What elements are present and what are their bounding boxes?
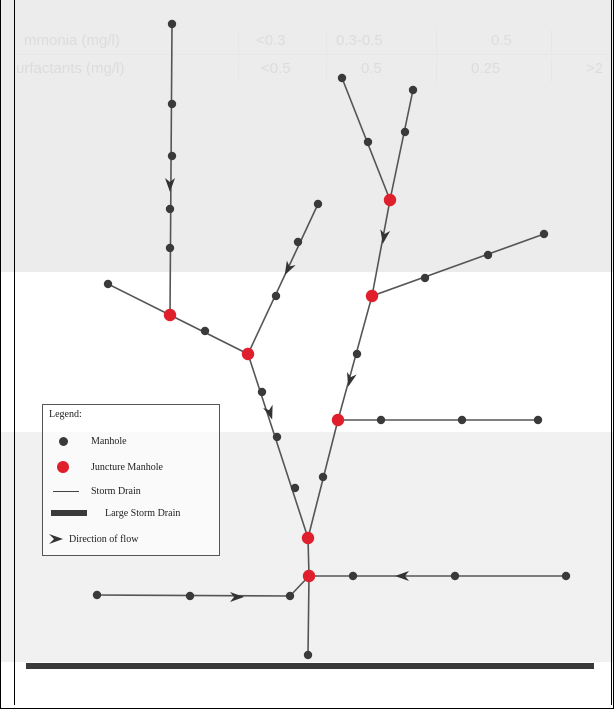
juncture-manhole	[383, 193, 397, 207]
background-table-cell: 0.3-0.5	[336, 32, 383, 49]
manhole	[303, 650, 313, 660]
background-table-cell: <0.3	[256, 32, 286, 49]
legend-label-manhole: Manhole	[91, 435, 127, 447]
background-table-cell: 0.5	[361, 60, 382, 77]
manhole	[293, 237, 303, 247]
storm-drain-segment	[107, 283, 310, 656]
storm-drain-lines	[96, 23, 566, 656]
manhole	[376, 415, 386, 425]
storm-drain-segment	[96, 575, 310, 597]
manhole	[408, 85, 418, 95]
juncture-manhole	[331, 413, 345, 427]
inner-frame	[14, 0, 612, 705]
legend-row-manhole: Manhole	[47, 433, 127, 449]
background-table-cell: mmonia (mg/l)	[24, 32, 120, 49]
flow-arrows	[165, 178, 409, 602]
flow-arrow	[346, 371, 357, 387]
manholes	[92, 19, 571, 660]
manhole	[165, 243, 175, 253]
background-table-row: urfactants (mg/l) <0.5 0.5 0.25 >2	[16, 58, 610, 82]
background-table-cell: >2	[586, 60, 604, 77]
manhole	[318, 472, 328, 482]
manhole	[337, 73, 347, 83]
manhole	[348, 571, 358, 581]
legend-label-storm-drain: Storm Drain	[91, 485, 141, 497]
legend-row-storm-drain: Storm Drain	[47, 483, 141, 499]
storm-drain-line-icon	[53, 490, 79, 492]
juncture-manholes	[163, 193, 397, 583]
manhole	[561, 571, 571, 581]
legend-label-juncture: Juncture Manhole	[91, 461, 163, 473]
manhole	[533, 415, 543, 425]
juncture-manhole	[365, 289, 379, 303]
large-storm-drain	[26, 663, 594, 669]
flow-arrow	[284, 260, 296, 276]
manhole	[272, 432, 282, 442]
manhole	[539, 229, 549, 239]
manhole	[363, 137, 373, 147]
flow-arrow	[165, 178, 175, 192]
manhole	[271, 291, 281, 301]
flow-arrow	[263, 404, 273, 420]
manhole	[400, 127, 410, 137]
legend-row-juncture: Juncture Manhole	[47, 459, 163, 475]
manhole	[457, 415, 467, 425]
background-table-row: mmonia (mg/l) <0.3 0.3-0.5 0.5	[16, 30, 610, 55]
manhole	[185, 591, 195, 601]
manhole	[167, 19, 177, 29]
legend-title: Legend:	[49, 409, 82, 420]
storm-drain-segment	[247, 203, 319, 355]
juncture-manhole	[301, 531, 315, 545]
manhole	[92, 590, 102, 600]
flow-arrow-icon	[49, 534, 63, 544]
background-table-cell: urfactants (mg/l)	[16, 60, 125, 77]
legend-label-flow: Direction of flow	[69, 533, 139, 545]
manhole	[290, 483, 300, 493]
manhole	[483, 250, 493, 260]
manhole	[167, 151, 177, 161]
manhole	[167, 99, 177, 109]
manhole	[420, 273, 430, 283]
manhole-dot-icon	[59, 436, 68, 446]
manhole	[313, 199, 323, 209]
manhole	[450, 571, 460, 581]
background-table-cell: 0.25	[471, 60, 501, 77]
legend-label-large-drain: Large Storm Drain	[105, 507, 181, 519]
juncture-manhole	[163, 308, 177, 322]
legend-row-flow: Direction of flow	[47, 531, 138, 547]
manhole	[285, 591, 295, 601]
flow-arrow	[230, 592, 244, 602]
flow-arrow	[395, 571, 409, 581]
juncture-manhole	[241, 347, 255, 361]
manhole	[103, 279, 113, 289]
background-table-cell: <0.5	[261, 60, 291, 77]
legend-row-large-drain: Large Storm Drain	[47, 505, 180, 521]
juncture-manhole	[302, 569, 316, 583]
manhole	[200, 326, 210, 336]
storm-drain-segment	[371, 233, 545, 297]
storm-drain-segment	[169, 23, 173, 316]
flow-arrow	[380, 229, 391, 244]
manhole	[352, 349, 362, 359]
background-table-cell: 0.5	[491, 32, 512, 49]
juncture-dot-icon	[57, 461, 69, 473]
storm-drain-segment	[307, 89, 414, 539]
large-drain-bar-icon	[51, 510, 87, 516]
manhole	[257, 387, 267, 397]
manhole	[165, 204, 175, 214]
legend-box: Legend: Manhole Juncture Manhole Storm D…	[42, 404, 220, 556]
